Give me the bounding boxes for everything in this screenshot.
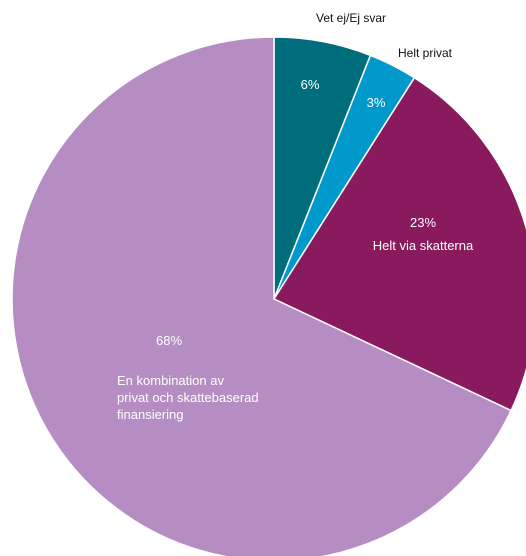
pie-slices: [11, 36, 526, 556]
slice-percent-label-helt-privat: 3%: [367, 95, 386, 110]
slice-label-helt-via-skatterna: Helt via skatterna: [373, 238, 474, 253]
slice-percent-label-helt-via-skatterna: 23%: [410, 215, 436, 230]
slice-kombination: [11, 36, 513, 556]
slice-percent-label-vet-ej: 6%: [301, 77, 320, 92]
slice-percent-label-kombination: 68%: [156, 333, 182, 348]
slice-label-vet-ej: Vet ej/Ej svar: [316, 11, 386, 25]
slice-label-helt-privat: Helt privat: [398, 46, 453, 60]
slice-label-kombination: En kombination av privat och skattebasera…: [117, 373, 259, 422]
